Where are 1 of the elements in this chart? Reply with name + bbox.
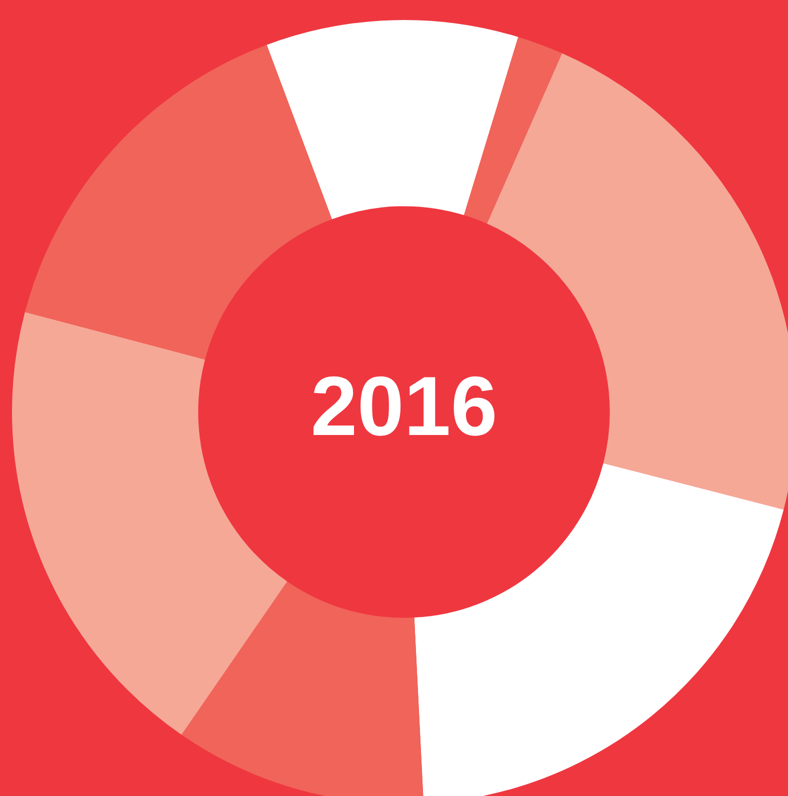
text: 2016	[310, 359, 498, 454]
